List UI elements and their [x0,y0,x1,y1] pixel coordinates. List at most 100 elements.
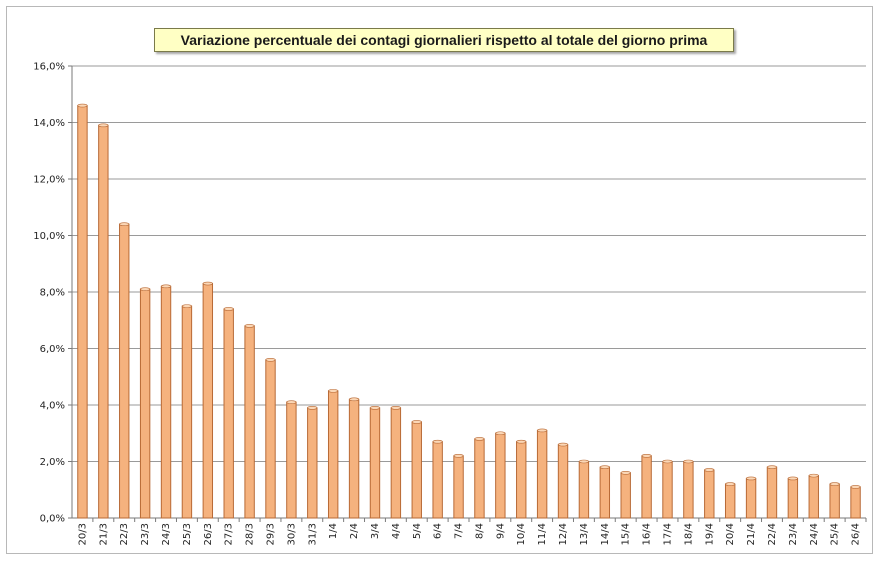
x-tick-label: 26/4 [851,523,862,545]
bar [495,432,506,519]
bar [662,461,673,519]
bar [745,477,757,519]
y-tick-label: 16,0% [33,62,65,73]
x-tick-label: 4/4 [391,523,402,539]
bar-top [578,459,589,464]
x-tick-label: 24/4 [809,523,820,545]
chart-title: Variazione percentuale dei contagi giorn… [154,28,734,52]
bar-top [265,357,276,362]
bar [265,359,276,519]
bar-top [286,400,297,404]
bar [348,398,360,519]
bar [641,455,652,519]
x-tick-label: 2/4 [349,523,360,539]
bar [578,461,590,519]
x-tick-label: 12/4 [558,523,569,545]
bar-top [558,442,569,447]
y-tick-label: 14,0% [33,118,65,129]
bar-top [411,420,422,424]
bar-top [369,406,380,410]
bar [411,421,422,519]
bar-top [537,428,548,433]
bar [77,105,88,519]
bar [536,429,548,519]
bar [599,466,611,519]
x-tick-label: 30/3 [286,523,297,545]
x-tick-label: 25/4 [830,523,841,545]
x-tick-label: 17/4 [663,523,674,545]
bar [390,407,402,519]
bar [829,483,840,519]
x-tick-label: 25/3 [182,523,193,545]
y-tick-label: 12,0% [33,175,65,186]
bar [181,305,193,519]
x-tick-label: 13/4 [579,523,590,545]
bar-top [683,459,694,464]
x-tick-label: 7/4 [454,523,465,539]
bar-top [704,468,715,472]
bar-top [620,470,631,475]
bar [139,288,151,519]
bar [557,444,569,519]
bar [432,441,443,519]
bar-top [77,103,88,108]
x-tick-label: 26/3 [203,523,214,545]
bar [119,223,130,519]
bar [474,438,485,519]
bar-top [641,454,652,458]
x-tick-label: 19/4 [704,523,715,545]
x-tick-label: 9/4 [495,523,506,539]
x-tick-label: 29/3 [266,523,277,545]
y-tick-label: 2,0% [40,457,65,468]
bar-top [161,284,172,289]
x-tick-label: 21/4 [746,523,757,545]
y-tick-label: 8,0% [40,288,65,299]
bar [766,466,778,519]
bar [244,325,255,519]
bar-top [474,437,485,441]
bar-top [850,485,861,489]
bar-top [140,287,151,291]
bar-top [766,465,777,469]
bar-top [662,459,673,464]
bar-top [746,476,757,481]
bar [307,407,318,519]
x-tick-label: 23/3 [140,523,151,545]
bar-top [223,307,234,311]
bar-top [328,389,339,393]
x-tick-label: 18/4 [683,523,694,545]
x-tick-label: 5/4 [412,523,423,539]
bar [202,283,214,519]
x-tick-label: 16/4 [642,523,653,545]
bar [850,486,861,519]
bar-top [307,406,318,410]
x-tick-label: 28/3 [245,523,256,545]
x-tick-label: 22/4 [767,523,778,545]
bar-top [432,439,443,444]
y-tick-label: 0,0% [40,514,65,525]
x-tick-label: 15/4 [621,523,632,545]
bar [704,469,715,519]
bar-top [599,465,610,469]
bar [453,455,464,519]
bar-top [98,123,109,128]
bar [516,441,527,519]
bar-top [787,476,798,481]
bar-top [516,439,527,444]
x-tick-label: 27/3 [224,523,235,545]
x-tick-label: 11/4 [537,523,548,545]
bar-top [202,281,213,286]
bar-top [349,397,360,402]
x-tick-label: 1/4 [328,523,339,539]
bar [327,390,339,519]
bar [808,475,819,519]
x-tick-label: 31/3 [307,523,318,545]
x-tick-label: 21/3 [98,523,109,545]
x-tick-label: 6/4 [433,523,444,539]
bar-top [119,222,130,226]
y-tick-label: 4,0% [40,401,65,412]
x-tick-label: 8/4 [474,523,485,539]
bar [160,285,172,519]
bar-top [390,406,401,410]
bar-top [829,482,840,486]
